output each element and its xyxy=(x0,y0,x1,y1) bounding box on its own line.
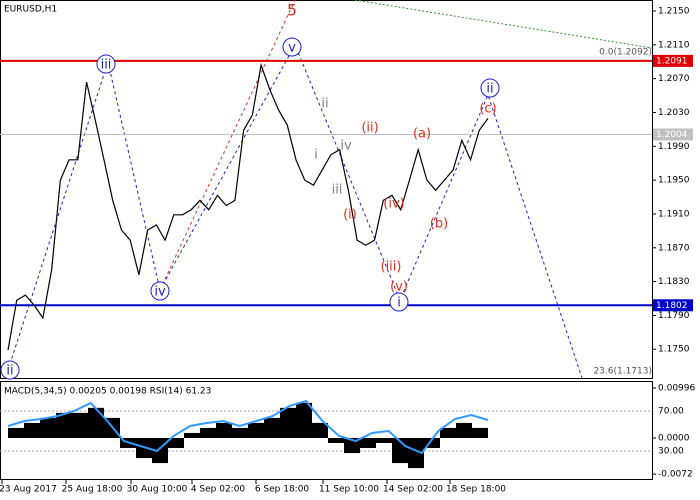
macd-bar xyxy=(88,407,104,438)
y-tick-label: 1.1910 xyxy=(658,209,690,219)
wave-label: (i) xyxy=(343,208,357,223)
level-label: 1.2091 xyxy=(656,56,688,66)
wave-label: (v) xyxy=(390,280,408,295)
indicator-title: MACD(5,34,5) 0.00205 0.00198 RSI(14) 61.… xyxy=(4,387,211,397)
x-tick-label: 6 Sep 18:00 xyxy=(255,485,310,495)
y-tick-label: 1.1790 xyxy=(658,311,690,321)
y-tick-label: 1.2150 xyxy=(658,6,690,16)
level-box xyxy=(653,128,693,141)
price-frame xyxy=(0,0,653,379)
macd-bar xyxy=(456,422,472,438)
y-tick-label: 1.2030 xyxy=(658,108,690,118)
macd-bar xyxy=(232,427,248,438)
x-tick-label: 11 Sep 10:00 xyxy=(319,485,379,495)
macd-bar xyxy=(312,422,328,438)
macd-bar xyxy=(376,437,392,444)
x-tick-label: 23 Aug 2017 xyxy=(0,485,57,495)
wave-label: i xyxy=(397,296,401,311)
wave-label: i xyxy=(314,148,318,163)
wave-label: iv xyxy=(340,139,352,154)
macd-bar xyxy=(40,417,56,438)
y-tick-label: 1.1750 xyxy=(658,345,690,355)
level-label: 1.1802 xyxy=(656,301,688,311)
rsi-line xyxy=(7,399,489,455)
macd-bar xyxy=(24,422,40,438)
wave-circle xyxy=(480,78,500,98)
wave-label: iii xyxy=(101,58,112,73)
y-tick-label: 1.1870 xyxy=(658,243,690,253)
wave-label: iv xyxy=(154,285,166,300)
x-tick-label: 18 Sep 18:00 xyxy=(446,485,506,495)
macd-tick-label: 0.00996 xyxy=(658,383,695,393)
x-tick-label: 14 Sep 02:00 xyxy=(383,485,443,495)
macd-bar xyxy=(248,422,264,438)
wave-circle xyxy=(389,292,409,312)
macd-bar xyxy=(280,407,296,438)
rsi-tick-label: 70.00 xyxy=(658,407,684,417)
fib-label: 23.6(1.1713) xyxy=(593,367,652,377)
macd-bar xyxy=(424,437,440,449)
y-tick-label: 1.2110 xyxy=(658,40,690,50)
y-tick-label: 1.2070 xyxy=(658,74,690,84)
macd-bar xyxy=(440,427,456,438)
macd-bar xyxy=(72,412,88,438)
wave-label: ii xyxy=(6,364,13,379)
wave-label: ii xyxy=(486,82,493,97)
x-tick-label: 4 Sep 02:00 xyxy=(191,485,246,495)
wave-label: (b) xyxy=(430,217,448,232)
macd-bar xyxy=(264,417,280,438)
wave-label: (c) xyxy=(479,102,496,117)
macd-bar xyxy=(328,437,344,444)
fib-label: 0.0(1.2092) xyxy=(599,48,652,58)
wave-label: ii xyxy=(321,97,328,112)
macd-bar xyxy=(184,432,200,438)
wave-circle xyxy=(96,54,116,74)
level-box xyxy=(653,54,693,67)
wave-label: (a) xyxy=(413,127,431,142)
wave-circle xyxy=(150,281,170,301)
symbol: EURUSD,H1 xyxy=(4,5,57,15)
x-tick-label: 25 Aug 18:00 xyxy=(62,485,123,495)
wave-label: v xyxy=(288,41,296,56)
macd-bar xyxy=(296,402,312,438)
wave-label: 5 xyxy=(287,1,297,20)
wave-circle xyxy=(0,360,20,380)
macd-bar xyxy=(216,422,232,438)
wave-label: (iii) xyxy=(381,260,402,275)
price-line xyxy=(7,62,489,351)
indicator-frame xyxy=(0,381,653,480)
rsi-tick-label: 30.00 xyxy=(658,447,684,457)
macd-bar xyxy=(360,437,376,449)
macd-bar xyxy=(200,427,216,438)
wave-label: (iv) xyxy=(383,197,404,212)
y-tick-label: 1.1950 xyxy=(658,176,690,186)
macd-bar xyxy=(8,427,24,438)
macd-tick-label: 0.0000 xyxy=(658,433,690,443)
wave-circle xyxy=(282,37,302,57)
wave-label: iii xyxy=(332,183,343,198)
wave-label: (ii) xyxy=(361,121,378,136)
macd-bar xyxy=(472,427,488,438)
wave-line xyxy=(159,0,296,291)
y-tick-label: 1.1990 xyxy=(658,142,690,152)
level-label: 1.2004 xyxy=(656,130,688,140)
macd-bar xyxy=(408,437,424,469)
level-box xyxy=(653,299,693,312)
macd-bar xyxy=(56,412,72,438)
macd-bar xyxy=(168,437,184,449)
x-tick-label: 30 Aug 10:00 xyxy=(127,485,188,495)
macd-tick-label: -0.0072 xyxy=(658,470,693,480)
y-tick-label: 1.1830 xyxy=(658,277,690,287)
